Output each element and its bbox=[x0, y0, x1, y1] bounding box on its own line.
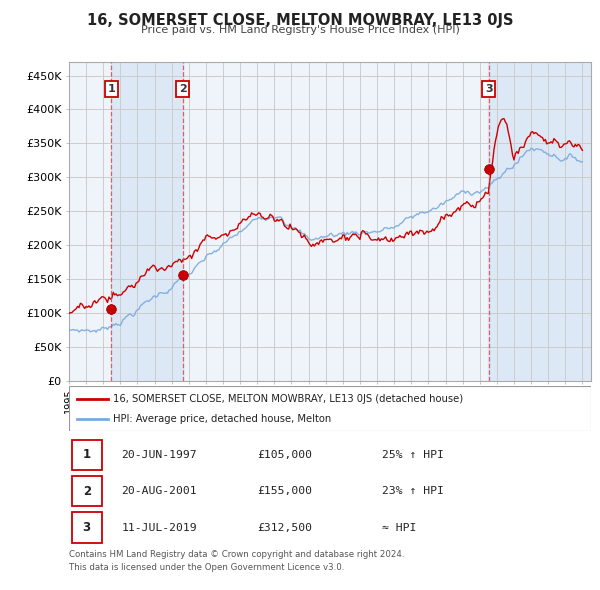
FancyBboxPatch shape bbox=[71, 440, 102, 470]
Text: 16, SOMERSET CLOSE, MELTON MOWBRAY, LE13 0JS (detached house): 16, SOMERSET CLOSE, MELTON MOWBRAY, LE13… bbox=[113, 394, 463, 404]
Text: Contains HM Land Registry data © Crown copyright and database right 2024.
This d: Contains HM Land Registry data © Crown c… bbox=[69, 550, 404, 572]
Text: 1: 1 bbox=[107, 84, 115, 94]
Text: 2: 2 bbox=[179, 84, 187, 94]
Text: £155,000: £155,000 bbox=[257, 486, 312, 496]
Text: 2: 2 bbox=[83, 484, 91, 498]
Text: £312,500: £312,500 bbox=[257, 523, 312, 533]
Text: 25% ↑ HPI: 25% ↑ HPI bbox=[382, 450, 444, 460]
Text: 3: 3 bbox=[485, 84, 493, 94]
Bar bbox=[488, 62, 591, 381]
Text: £105,000: £105,000 bbox=[257, 450, 312, 460]
Text: 16, SOMERSET CLOSE, MELTON MOWBRAY, LE13 0JS: 16, SOMERSET CLOSE, MELTON MOWBRAY, LE13… bbox=[87, 13, 513, 28]
Text: 20-AUG-2001: 20-AUG-2001 bbox=[121, 486, 197, 496]
Bar bbox=[111, 62, 182, 381]
Text: 1: 1 bbox=[83, 448, 91, 461]
Text: ≈ HPI: ≈ HPI bbox=[382, 523, 416, 533]
FancyBboxPatch shape bbox=[69, 386, 591, 431]
FancyBboxPatch shape bbox=[71, 512, 102, 543]
Text: 3: 3 bbox=[83, 521, 91, 534]
Text: 11-JUL-2019: 11-JUL-2019 bbox=[121, 523, 197, 533]
Text: 23% ↑ HPI: 23% ↑ HPI bbox=[382, 486, 444, 496]
Text: 20-JUN-1997: 20-JUN-1997 bbox=[121, 450, 197, 460]
FancyBboxPatch shape bbox=[71, 476, 102, 506]
Text: HPI: Average price, detached house, Melton: HPI: Average price, detached house, Melt… bbox=[113, 414, 332, 424]
Text: Price paid vs. HM Land Registry's House Price Index (HPI): Price paid vs. HM Land Registry's House … bbox=[140, 25, 460, 35]
